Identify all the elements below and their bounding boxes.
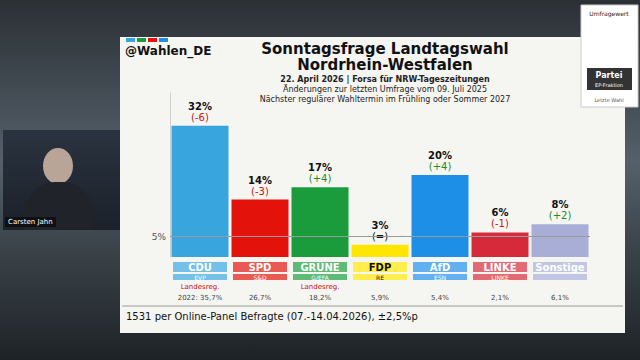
svg-text:(-6): (-6) <box>191 112 209 123</box>
svg-text:Nächster regulärer Wahltermin: Nächster regulärer Wahltermin im Frühlin… <box>260 95 511 104</box>
svg-text:18,2%: 18,2% <box>309 294 332 302</box>
svg-text:22. April 2026 | Forsa für NRW: 22. April 2026 | Forsa für NRW-Tageszeit… <box>280 75 490 84</box>
svg-text:Sonstige: Sonstige <box>535 262 585 273</box>
svg-text:LINKE: LINKE <box>483 262 516 273</box>
svg-text:S&D: S&D <box>253 274 266 281</box>
svg-text:32%: 32% <box>188 101 212 112</box>
svg-text:Sonntagsfrage Landtagswahl: Sonntagsfrage Landtagswahl <box>261 39 509 58</box>
svg-text:2022: 35,7%: 2022: 35,7% <box>178 294 223 302</box>
svg-text:6%: 6% <box>492 207 509 218</box>
svg-text:LINKE: LINKE <box>491 274 509 281</box>
svg-text:EVP: EVP <box>194 274 206 281</box>
svg-text:EP-Fraktion: EP-Fraktion <box>595 82 623 88</box>
svg-text:(+4): (+4) <box>309 173 332 184</box>
svg-text:26,7%: 26,7% <box>249 294 272 302</box>
svg-text:20%: 20% <box>428 150 452 161</box>
svg-text:(+4): (+4) <box>429 161 452 172</box>
svg-text:CDU: CDU <box>188 262 212 273</box>
html-text:Carsten Jahn: Carsten Jahn <box>8 218 53 226</box>
svg-text:5,9%: 5,9% <box>371 294 389 302</box>
svg-text:5,4%: 5,4% <box>431 294 449 302</box>
svg-text:G/EFA: G/EFA <box>311 274 329 281</box>
svg-text:RE: RE <box>376 274 384 281</box>
svg-text:Nordrhein-Westfalen: Nordrhein-Westfalen <box>297 56 473 74</box>
svg-text:AfD: AfD <box>430 262 450 273</box>
svg-text:FDP: FDP <box>369 262 391 273</box>
svg-text:(+2): (+2) <box>549 210 572 221</box>
svg-text:Änderungen zur letzten Umfrage: Änderungen zur letzten Umfrage vom 09. J… <box>283 84 487 94</box>
svg-text:Partei: Partei <box>596 71 623 80</box>
svg-text:5%: 5% <box>152 232 167 242</box>
svg-text:3%: 3% <box>372 220 389 231</box>
svg-text:Landesreg.: Landesreg. <box>301 283 340 291</box>
svg-text:GRÜNE: GRÜNE <box>300 260 339 273</box>
svg-text:17%: 17% <box>308 162 332 173</box>
svg-text:SPD: SPD <box>249 262 272 273</box>
svg-text:Landesreg.: Landesreg. <box>181 283 220 291</box>
svg-text:(-3): (-3) <box>251 186 269 197</box>
svg-text:2,1%: 2,1% <box>491 294 509 302</box>
svg-text:6,1%: 6,1% <box>551 294 569 302</box>
svg-text:(-1): (-1) <box>491 218 509 229</box>
svg-text:1531 per Online-Panel Befragte: 1531 per Online-Panel Befragte (07.-14.0… <box>126 311 418 322</box>
svg-text:@Wahlen_DE: @Wahlen_DE <box>125 44 211 59</box>
svg-text:Letzte Wahl: Letzte Wahl <box>594 97 623 103</box>
svg-text:14%: 14% <box>248 175 272 186</box>
svg-text:8%: 8% <box>552 199 569 210</box>
svg-text:Umfragewert: Umfragewert <box>589 10 629 18</box>
svg-text:ESN: ESN <box>434 274 446 281</box>
